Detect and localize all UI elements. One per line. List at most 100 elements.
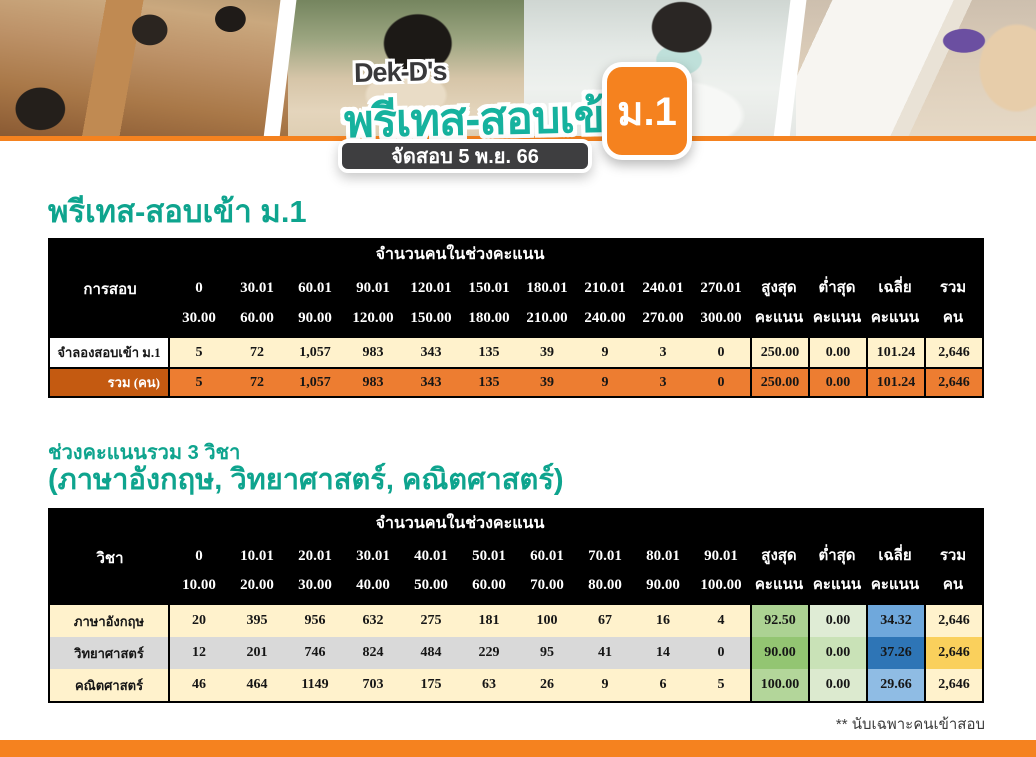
range-column-header: 210.01 240.00: [576, 268, 634, 338]
value-cell: 72: [228, 367, 286, 396]
range-from: 60.01: [530, 548, 564, 564]
summary-column-header: เฉลี่ยคะแนน: [866, 537, 924, 605]
value-cell: 5: [692, 669, 750, 701]
summary-column-header: สูงสุด คะแนน: [750, 268, 808, 338]
value-cell: 26: [518, 669, 576, 701]
value-cell: 395: [228, 605, 286, 637]
summary-cell: 0.00: [808, 637, 866, 669]
range-column-header: 30.01 60.00: [228, 268, 286, 338]
value-cell: 4: [692, 605, 750, 637]
value-cell: 0: [692, 367, 750, 396]
summary-header-line1: ต่ำสุด: [818, 548, 856, 564]
table-header: วิชา จำนวนคนในช่วงคะแนน 0 10.00 10.01 20.00 20…: [50, 510, 982, 605]
range-from: 30.01: [240, 279, 274, 296]
range-from: 0: [195, 548, 203, 564]
value-cell: 1,057: [286, 367, 344, 396]
table-header: การสอบ จำนวนคนในช่วงคะแนน 0 30.00 30.01 60.00…: [50, 240, 982, 338]
value-cell: 201: [228, 637, 286, 669]
summary-cell: 2,646: [924, 637, 982, 669]
value-cell: 484: [402, 637, 460, 669]
value-cell: 67: [576, 605, 634, 637]
value-cell: 46: [170, 669, 228, 701]
value-cell: 956: [286, 605, 344, 637]
table-row: รวม (คน) 5 72 1,057 983 343 135 39 9 3 0 250.00 0.00…: [50, 367, 982, 396]
section2-heading-line1: ช่วงคะแนนรวม 3 วิชา: [48, 442, 241, 464]
range-column-header: 40.01 50.00: [402, 537, 460, 605]
summary-cell: 2,646: [924, 669, 982, 701]
range-to: 80.00: [588, 577, 622, 593]
table-row: วิทยาศาสตร์ 12 201 746 824 484 229 95 41 14 0 90.00…: [50, 637, 982, 669]
value-cell: 0: [692, 338, 750, 367]
value-cell: 3: [634, 338, 692, 367]
summary-header-line1: สูงสุด: [761, 548, 797, 564]
value-cell: 9: [576, 367, 634, 396]
summary-cell: 2,646: [924, 338, 982, 367]
range-from: 210.01: [584, 279, 626, 296]
exam-date-pill: จัดสอบ 5 พ.ย. 66: [338, 139, 592, 173]
range-to: 30.00: [298, 577, 332, 593]
range-to: 10.00: [182, 577, 216, 593]
photo-classroom-students: [0, 0, 288, 136]
row-label: วิทยาศาสตร์: [50, 637, 170, 669]
value-cell: 275: [402, 605, 460, 637]
value-cell: 9: [576, 338, 634, 367]
range-column-header: 150.01 180.00: [460, 268, 518, 338]
summary-header-line2: คะแนน: [870, 309, 920, 326]
table-row: คณิตศาสตร์ 46 464 1149 703 175 63 26 9 6 5 100.00 0.…: [50, 669, 982, 701]
summary-column-header: รวม คน: [924, 537, 982, 605]
range-to: 270.00: [642, 309, 684, 326]
range-column-header: 80.01 90.00: [634, 537, 692, 605]
range-from: 120.01: [410, 279, 452, 296]
group-header: จำนวนคนในช่วงคะแนน: [375, 515, 545, 532]
range-column-header: 60.01 90.00: [286, 268, 344, 338]
range-to: 300.00: [700, 309, 742, 326]
value-cell: 12: [170, 637, 228, 669]
value-cell: 181: [460, 605, 518, 637]
summary-cell: 101.24: [866, 338, 924, 367]
value-cell: 39: [518, 338, 576, 367]
value-cell: 6: [634, 669, 692, 701]
section2-heading-line2: (ภาษาอังกฤษ, วิทยาศาสตร์, คณิตศาสตร์): [48, 464, 564, 496]
range-to: 60.00: [472, 577, 506, 593]
summary-cell: 0.00: [808, 367, 866, 396]
summary-header-line2: คะแนน: [812, 309, 862, 326]
summary-header-line1: รวม: [939, 548, 967, 564]
value-cell: 41: [576, 637, 634, 669]
range-column-header: 90.01 120.00: [344, 268, 402, 338]
value-cell: 9: [576, 669, 634, 701]
range-from: 40.01: [414, 548, 448, 564]
summary-cell: 34.32: [866, 605, 924, 637]
summary-header-line2: คะแนน: [870, 577, 920, 593]
range-column-header: 240.01 270.00: [634, 268, 692, 338]
summary-header-line1: รวม: [939, 279, 967, 296]
footnote-text: ** นับเฉพาะคนเข้าสอบ: [835, 716, 985, 733]
value-cell: 229: [460, 637, 518, 669]
summary-cell: 250.00: [750, 338, 808, 367]
range-to: 30.00: [182, 309, 216, 326]
summary-column-header: สูงสุด คะแนน: [750, 537, 808, 605]
summary-header-line1: เฉลี่ย: [878, 279, 912, 296]
bottom-accent-bar: [0, 740, 1036, 757]
summary-cell: 100.00: [750, 669, 808, 701]
value-cell: 343: [402, 367, 460, 396]
summary-column-header: รวมคน: [924, 268, 982, 338]
label-column-header: วิชา: [96, 550, 124, 567]
range-to: 60.00: [240, 309, 274, 326]
range-column-header: 120.01 150.00: [402, 268, 460, 338]
summary-cell: 2,646: [924, 367, 982, 396]
range-column-header: 0 10.00: [170, 537, 228, 605]
summary-header-line1: สูงสุด: [761, 279, 797, 296]
summary-header-line2: คน: [942, 309, 964, 326]
row-label: จำลองสอบเข้า ม.1: [50, 338, 170, 367]
photo-girl-exam: [524, 0, 796, 136]
value-cell: 20: [170, 605, 228, 637]
range-to: 210.00: [526, 309, 568, 326]
value-cell: 63: [460, 669, 518, 701]
range-from: 0: [195, 279, 203, 296]
value-cell: 0: [692, 637, 750, 669]
range-from: 270.01: [700, 279, 742, 296]
summary-header-line1: เฉลี่ย: [878, 548, 912, 564]
range-column-header: 90.01 100.00: [692, 537, 750, 605]
range-column-header: 10.01 20.00: [228, 537, 286, 605]
